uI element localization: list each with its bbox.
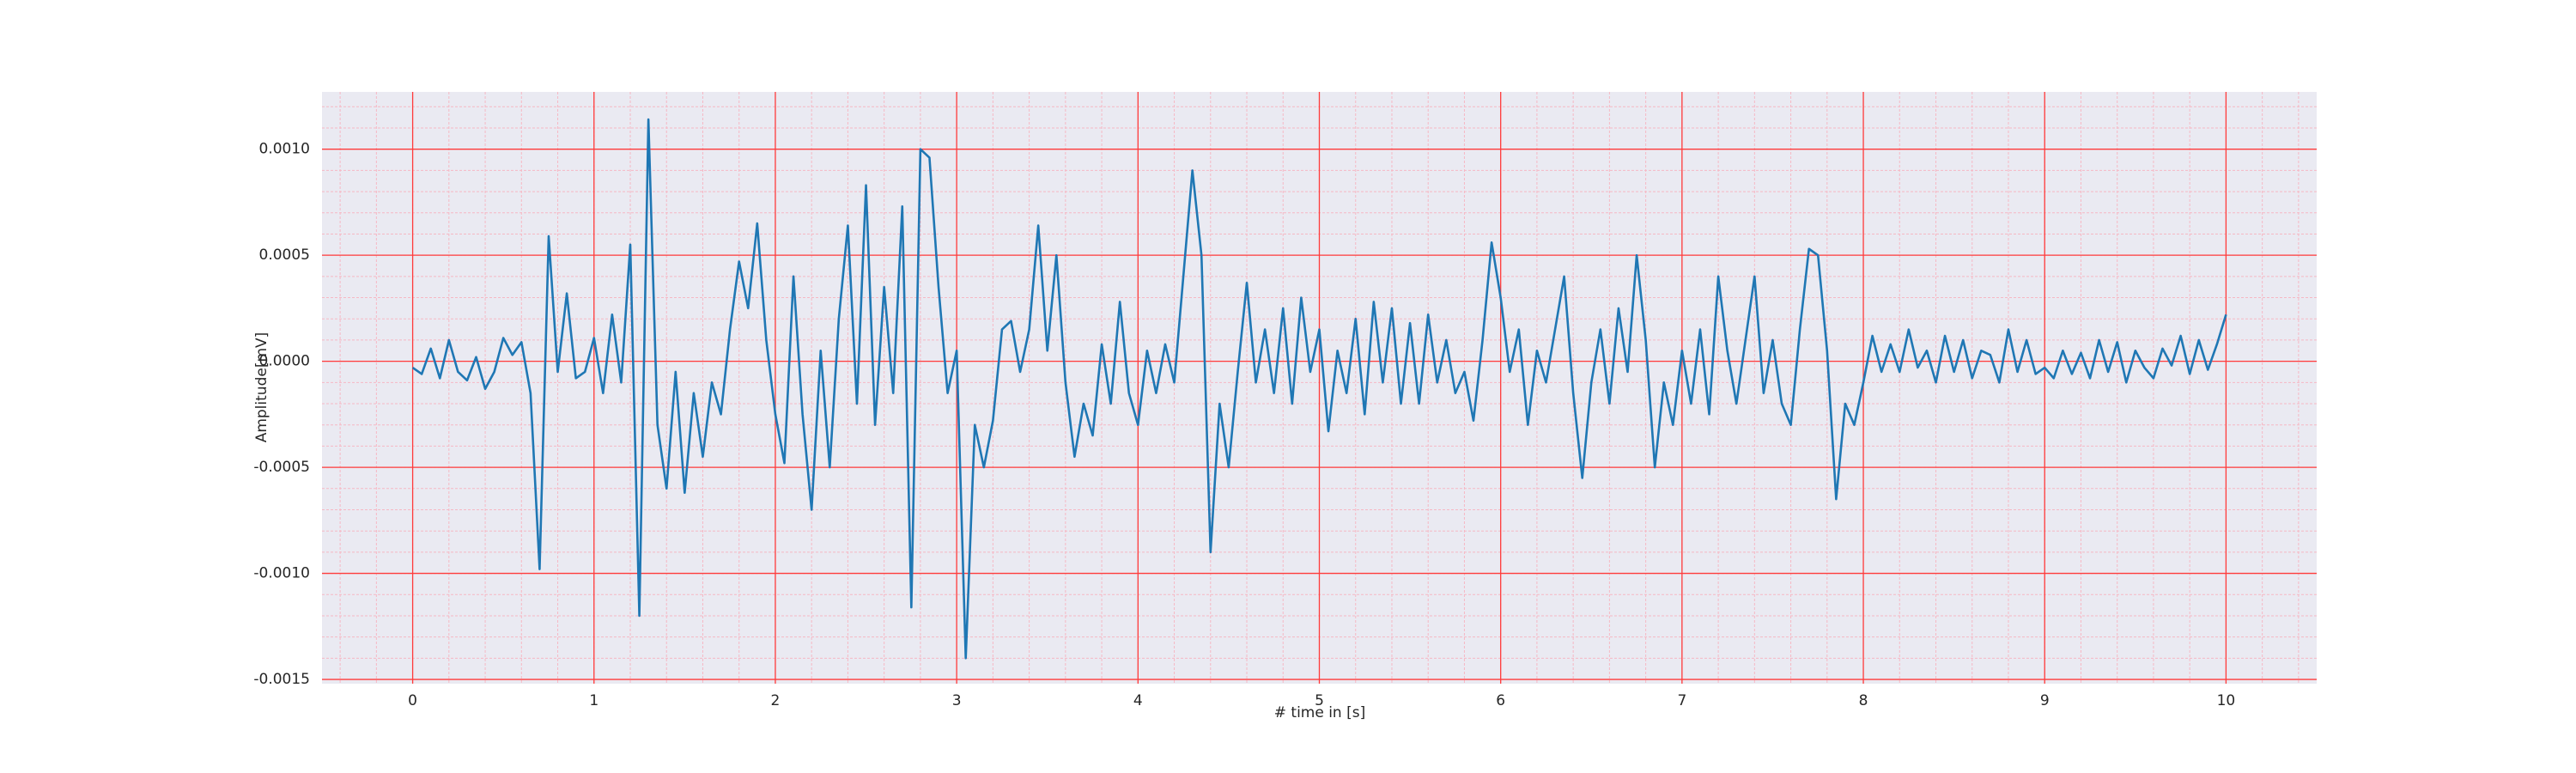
x-tick-label: 8 <box>1859 692 1868 709</box>
y-tick-label: -0.0005 <box>253 459 310 476</box>
y-tick-label: 0.0010 <box>259 141 310 158</box>
x-tick-label: 1 <box>589 692 598 709</box>
x-tick-label: 7 <box>1677 692 1686 709</box>
y-axis-label: Amplitude[mV] <box>253 332 270 443</box>
x-tick-label: 4 <box>1133 692 1143 709</box>
x-tick-label: 0 <box>408 692 417 709</box>
y-tick-label: 0.0000 <box>259 353 310 370</box>
x-tick-label: 6 <box>1496 692 1505 709</box>
x-tick-label: 2 <box>771 692 781 709</box>
y-tick-label: -0.0015 <box>253 671 310 688</box>
y-tick-label: -0.0010 <box>253 565 310 582</box>
y-tick-label: 0.0005 <box>259 247 310 264</box>
x-axis-label: # time in [s] <box>1274 704 1365 721</box>
x-tick-label: 3 <box>952 692 962 709</box>
x-tick-label: 10 <box>2217 692 2236 709</box>
x-tick-label: 9 <box>2040 692 2050 709</box>
data-line <box>411 118 2227 660</box>
x-tick-label: 5 <box>1315 692 1324 709</box>
